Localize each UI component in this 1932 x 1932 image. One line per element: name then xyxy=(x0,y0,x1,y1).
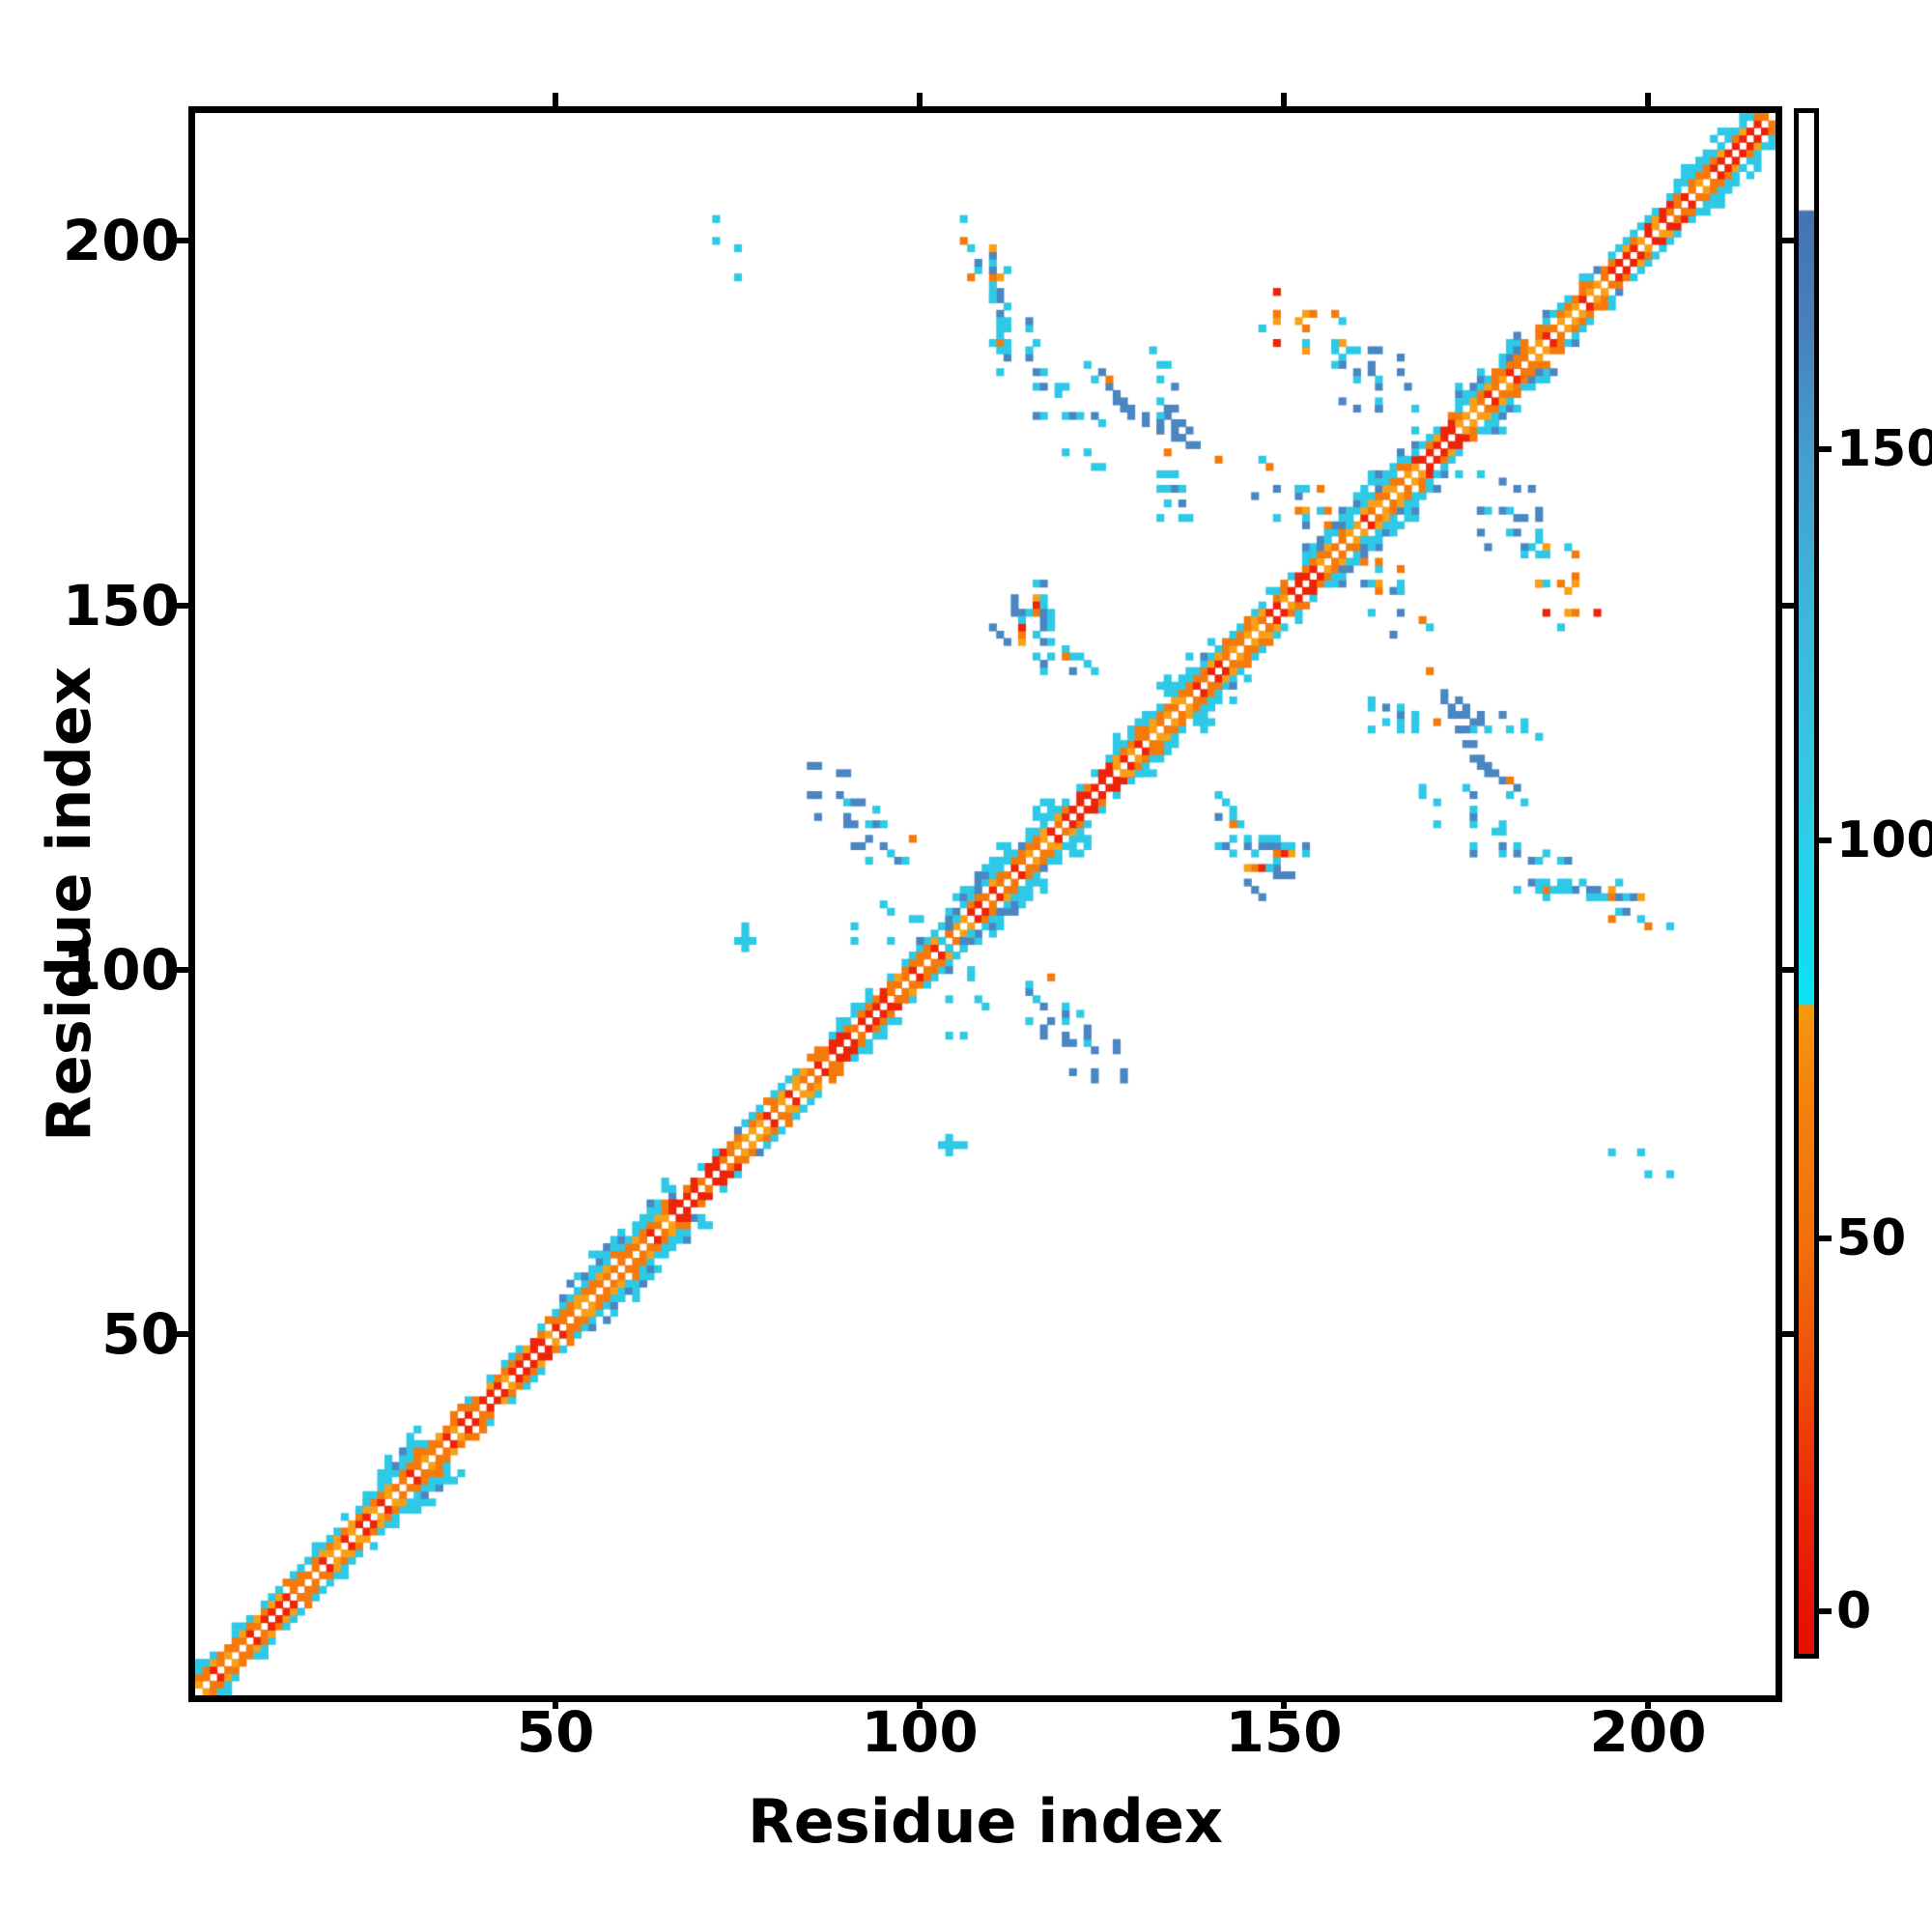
y-tick xyxy=(175,1331,188,1338)
contact-map-heatmap xyxy=(195,113,1776,1695)
colorbar-tick xyxy=(1819,1235,1832,1241)
y-tick-right xyxy=(1782,1331,1796,1338)
y-tick-label: 50 xyxy=(101,1301,180,1368)
y-tick-label: 100 xyxy=(62,936,180,1003)
colorbar-gradient xyxy=(1799,113,1814,1654)
colorbar-tick xyxy=(1819,446,1832,453)
y-tick-right xyxy=(1782,966,1796,973)
x-tick xyxy=(1645,1695,1652,1709)
y-tick-label: 150 xyxy=(62,572,180,639)
colorbar-tick-label: 50 xyxy=(1836,1208,1907,1267)
colorbar-tick xyxy=(1819,1607,1832,1614)
colorbar-tick xyxy=(1819,837,1832,843)
x-tick-label: 100 xyxy=(861,1699,979,1765)
x-tick xyxy=(1281,1695,1288,1709)
x-tick-label: 150 xyxy=(1225,1699,1343,1765)
y-tick-right xyxy=(1782,602,1796,609)
x-tick-label: 200 xyxy=(1589,1699,1707,1765)
x-tick-top xyxy=(917,93,923,106)
y-tick-label: 200 xyxy=(62,208,180,274)
colorbar-tick-label: 150 xyxy=(1836,420,1932,479)
y-tick xyxy=(175,966,188,973)
colorbar xyxy=(1794,108,1819,1659)
y-axis-title: Residue index xyxy=(34,667,104,1142)
y-tick-right xyxy=(1782,238,1796,244)
x-tick-top xyxy=(1281,93,1288,106)
y-tick xyxy=(175,238,188,244)
x-tick xyxy=(553,1695,559,1709)
y-tick xyxy=(175,602,188,609)
x-tick-top xyxy=(1645,93,1652,106)
x-tick-label: 50 xyxy=(516,1699,595,1765)
x-tick xyxy=(917,1695,923,1709)
colorbar-tick-label: 100 xyxy=(1836,810,1932,869)
x-tick-top xyxy=(553,93,559,106)
x-axis-title: Residue index xyxy=(748,1786,1223,1857)
colorbar-tick-label: 0 xyxy=(1836,1581,1872,1640)
